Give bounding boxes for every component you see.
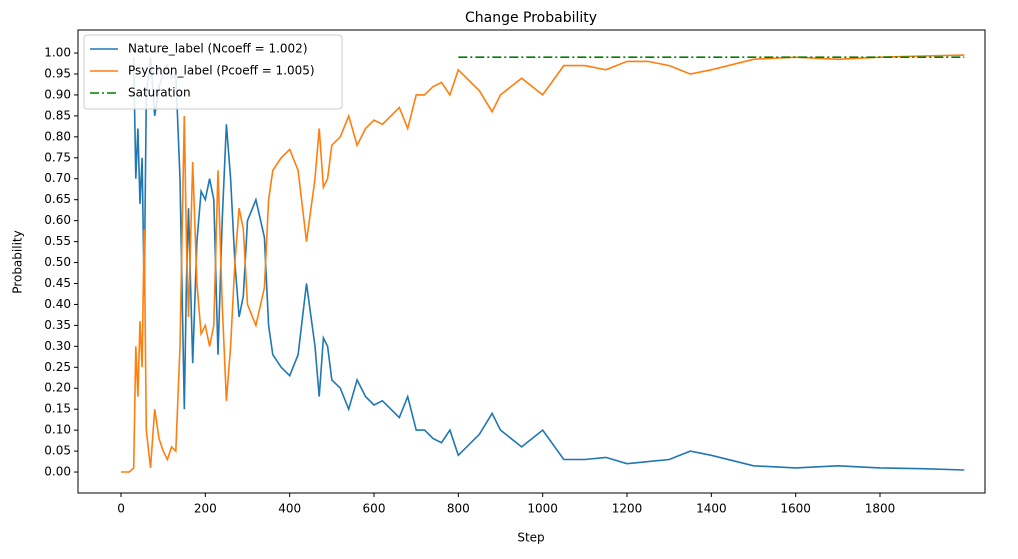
x-tick-label: 1000 (527, 502, 558, 516)
y-tick-label: 0.05 (44, 444, 71, 458)
y-tick-label: 0.60 (44, 213, 71, 227)
y-tick-label: 0.30 (44, 339, 71, 353)
y-tick-label: 0.50 (44, 255, 71, 269)
y-tick-label: 0.35 (44, 318, 71, 332)
y-tick-label: 0.85 (44, 108, 71, 122)
legend-box (83, 34, 343, 110)
x-axis-label: Step (517, 531, 544, 545)
x-tick-label: 200 (194, 502, 217, 516)
y-tick-label: 0.45 (44, 276, 71, 290)
y-tick-label: 0.25 (44, 360, 71, 374)
y-tick-label: 0.55 (44, 234, 71, 248)
x-tick-label: 400 (278, 502, 301, 516)
y-tick-label: 0.65 (44, 192, 71, 206)
x-tick-label: 1600 (780, 502, 811, 516)
y-tick-label: 0.80 (44, 129, 71, 143)
x-tick-label: 1200 (612, 502, 643, 516)
x-tick-label: 1400 (696, 502, 727, 516)
y-tick-label: 1.00 (44, 46, 71, 60)
y-axis-label: Probability (11, 230, 25, 293)
series-line (132, 57, 965, 471)
x-tick-label: 1800 (865, 502, 896, 516)
legend-label: Psychon_label (Pcoeff = 1.005) (128, 64, 315, 78)
y-tick-label: 0.70 (44, 171, 71, 185)
y-tick-label: 0.20 (44, 381, 71, 395)
plot-frame (77, 29, 986, 494)
y-tick-label: 0.75 (44, 150, 71, 164)
series-line (121, 54, 965, 473)
chart-title: Change Probability (465, 10, 597, 26)
legend-label: Nature_label (Ncoeff = 1.002) (128, 42, 308, 56)
y-tick-label: 0.95 (44, 66, 71, 80)
legend-label: Saturation (128, 86, 191, 100)
y-tick-label: 0.00 (44, 465, 71, 479)
y-tick-label: 0.40 (44, 297, 71, 311)
y-tick-label: 0.10 (44, 423, 71, 437)
y-tick-label: 0.15 (44, 402, 71, 416)
x-tick-label: 0 (117, 502, 125, 516)
y-tick-label: 0.90 (44, 87, 71, 101)
x-tick-label: 600 (363, 502, 386, 516)
x-tick-label: 800 (447, 502, 470, 516)
